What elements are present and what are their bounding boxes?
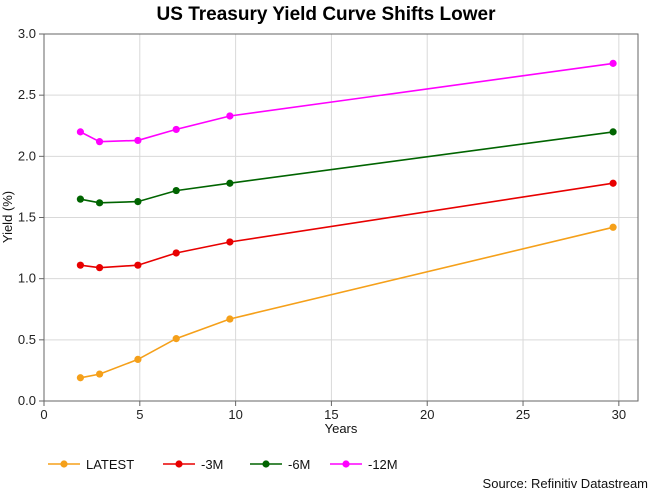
series-3m [76, 179, 617, 272]
data-point-12m [226, 112, 234, 120]
data-point-3m [134, 261, 142, 269]
y-tick-label: 2.5 [18, 87, 36, 102]
legend-label-3m: -3M [201, 457, 223, 472]
data-point-3m [95, 264, 104, 272]
data-point-3m [609, 179, 617, 187]
legend-marker-3m [175, 460, 183, 468]
legend-item-12m: -12M [330, 457, 398, 472]
data-point-3m [226, 238, 234, 246]
data-point-latest [172, 335, 180, 343]
data-point-6m [609, 128, 617, 136]
legend-item-latest: LATEST [48, 457, 134, 472]
legend: LATEST -3M -6M -12M [48, 457, 398, 472]
legend-marker-12m [342, 460, 350, 468]
x-tick-label: 25 [516, 407, 530, 422]
legend-label-latest: LATEST [86, 457, 134, 472]
y-tick-label: 0.0 [18, 393, 36, 408]
legend-marker-6m [262, 460, 270, 468]
data-point-3m [172, 249, 180, 257]
legend-item-6m: -6M [250, 457, 310, 472]
x-tick-label: 20 [420, 407, 434, 422]
x-tick-label: 10 [228, 407, 242, 422]
series-latest [76, 223, 617, 382]
data-point-6m [226, 179, 234, 187]
x-tick-label: 30 [612, 407, 626, 422]
y-tick-label: 1.5 [18, 210, 36, 225]
y-tick-label: 3.0 [18, 26, 36, 41]
legend-label-12m: -12M [368, 457, 398, 472]
data-point-latest [76, 374, 85, 382]
grid-lines [43, 33, 638, 402]
series-line-6m [80, 131, 614, 204]
data-point-latest [226, 315, 234, 323]
y-tick-label: 1.0 [18, 271, 36, 286]
data-point-3m [76, 261, 85, 269]
series-group [76, 59, 617, 382]
data-point-6m [95, 199, 104, 207]
x-tick-label: 5 [136, 407, 143, 422]
data-point-latest [134, 355, 142, 364]
data-point-6m [172, 186, 180, 195]
source-note: Source: Refinitiv Datastream [483, 476, 648, 491]
x-tick-label: 15 [324, 407, 338, 422]
y-tick-label: 0.5 [18, 332, 36, 347]
legend-marker-latest [60, 460, 68, 468]
series-line-12m [80, 62, 614, 143]
data-point-6m [76, 195, 85, 203]
data-point-6m [134, 197, 142, 206]
legend-label-6m: -6M [288, 457, 310, 472]
series-line-latest [80, 226, 614, 379]
x-axis-label: Years [325, 421, 358, 436]
chart-title: US Treasury Yield Curve Shifts Lower [157, 4, 497, 25]
y-axis-ticks: 0.0 0.5 1.0 1.5 2.0 2.5 3.0 [18, 26, 44, 408]
data-point-latest [95, 370, 104, 378]
data-point-12m [172, 125, 180, 134]
y-axis-label: Yield (%) [0, 191, 15, 243]
data-point-12m [609, 59, 617, 67]
x-tick-label: 0 [40, 407, 47, 422]
data-point-latest [609, 223, 617, 231]
data-point-12m [95, 138, 104, 146]
data-point-12m [76, 128, 85, 136]
series-6m [76, 128, 617, 207]
data-point-12m [134, 136, 142, 145]
x-axis-ticks: 0 5 10 15 20 25 30 [40, 401, 626, 422]
legend-item-3m: -3M [163, 457, 223, 472]
series-12m [76, 59, 617, 146]
y-tick-label: 2.0 [18, 148, 36, 163]
